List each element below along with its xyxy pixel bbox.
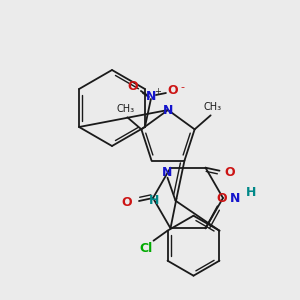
Text: O: O [224,166,235,179]
Text: CH₃: CH₃ [116,104,134,114]
Text: +: + [154,86,161,95]
Text: O: O [128,80,138,94]
Text: -: - [181,82,185,92]
Text: H: H [246,187,256,200]
Text: N: N [146,91,156,103]
Text: N: N [163,103,173,116]
Text: O: O [122,196,132,209]
Text: N: N [230,191,240,205]
Text: Cl: Cl [139,242,152,255]
Text: O: O [168,85,178,98]
Text: H: H [149,194,160,207]
Text: N: N [162,166,173,179]
Text: CH₃: CH₃ [204,102,222,112]
Text: O: O [216,192,227,205]
